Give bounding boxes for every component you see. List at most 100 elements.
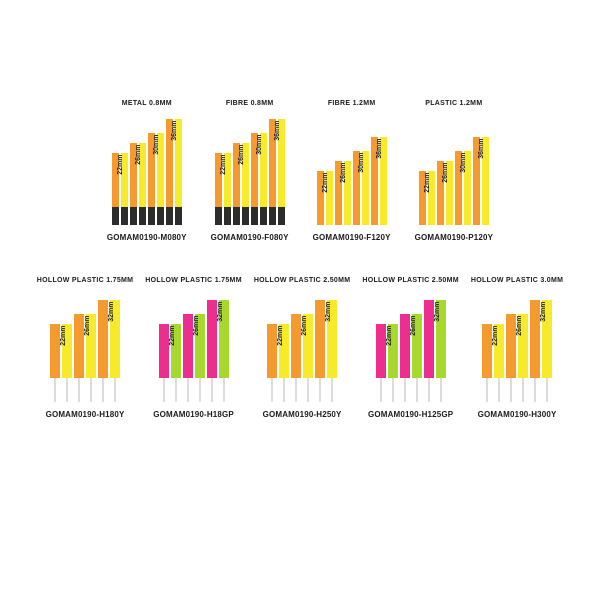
length-label: 30mm [153, 135, 160, 155]
bar-base [54, 378, 56, 402]
bar: 30mm [157, 110, 164, 225]
length-label: 30mm [358, 153, 365, 173]
bar [148, 110, 155, 225]
bar-base [522, 378, 524, 402]
bar-shaft [159, 324, 169, 378]
length-label: 30mm [256, 135, 263, 155]
bar-base [66, 378, 68, 402]
bar-base [242, 207, 249, 225]
cluster: HOLLOW PLASTIC 1.75MM22mm26mm32mmGOMAM01… [145, 277, 242, 419]
bar [530, 287, 540, 402]
length-label: 26mm [442, 163, 449, 183]
bar-base [233, 207, 240, 225]
bar-base [416, 378, 418, 402]
bar-body [183, 314, 193, 402]
bar-base [102, 378, 104, 402]
bar [473, 110, 480, 225]
bar-shaft [315, 300, 325, 378]
length-label: 26mm [84, 316, 91, 336]
bar [376, 287, 386, 402]
bar-group: 22mm26mm30mm36mm [316, 110, 388, 225]
length-label: 26mm [238, 145, 245, 165]
bar-base [486, 378, 488, 402]
bar-base [428, 378, 430, 402]
bar: 22mm [121, 110, 128, 225]
bar-base [251, 207, 258, 225]
cluster-title: FIBRE 1.2MM [328, 100, 376, 107]
bar [400, 287, 410, 402]
bar-group: 22mm26mm30mm36mm [418, 110, 490, 225]
bar-base [295, 378, 297, 402]
bar-body [207, 300, 217, 402]
bar: 22mm [494, 287, 504, 402]
bar [233, 110, 240, 225]
length-label: 36mm [274, 121, 281, 141]
bar [506, 287, 516, 402]
bar-base [271, 378, 273, 402]
length-label: 36mm [376, 139, 383, 159]
bar-shaft [207, 300, 217, 378]
bar: 26mm [518, 287, 528, 402]
bar: 36mm [380, 110, 387, 225]
cluster: HOLLOW PLASTIC 1.75MM22mm26mm32mmGOMAM01… [37, 277, 134, 419]
length-label: 32mm [325, 302, 332, 322]
bar [50, 287, 60, 402]
bar-shaft [291, 314, 301, 378]
bar: 32mm [219, 287, 229, 402]
bar-base [269, 207, 276, 225]
bar [207, 287, 217, 402]
sku-label: GOMAM0190-H250Y [263, 410, 342, 419]
bar-base [148, 207, 155, 225]
bar-body [400, 314, 410, 402]
bar-body [267, 324, 277, 402]
bar-body [424, 300, 434, 402]
bar-base [187, 378, 189, 402]
cluster: METAL 0.8MM22mm26mm30mm36mmGOMAM0190-M08… [107, 100, 187, 242]
bar [98, 287, 108, 402]
cluster-title: PLASTIC 1.2MM [425, 100, 482, 107]
bar-group: 22mm26mm32mm [266, 287, 338, 402]
bar-base [331, 378, 333, 402]
bar-group: 22mm26mm32mm [49, 287, 121, 402]
bar-shaft [424, 300, 434, 378]
bar [419, 110, 426, 225]
bar: 26mm [446, 110, 453, 225]
bar-base [498, 378, 500, 402]
bar-shaft [376, 324, 386, 378]
cluster-title: HOLLOW PLASTIC 3.0MM [471, 277, 563, 284]
bar-base [163, 378, 165, 402]
bar [251, 110, 258, 225]
bar-base [510, 378, 512, 402]
bar [130, 110, 137, 225]
bar: 22mm [279, 287, 289, 402]
bar: 30mm [362, 110, 369, 225]
length-label: 32mm [434, 302, 441, 322]
bar-base [534, 378, 536, 402]
bar [371, 110, 378, 225]
length-label: 22mm [220, 155, 227, 175]
bar: 22mm [326, 110, 333, 225]
length-label: 22mm [117, 155, 124, 175]
length-label: 22mm [60, 326, 67, 346]
bar: 22mm [62, 287, 72, 402]
cluster: HOLLOW PLASTIC 3.0MM22mm26mm32mmGOMAM019… [471, 277, 563, 419]
sku-label: GOMAM0190-F120Y [313, 233, 391, 242]
bar-shaft [183, 314, 193, 378]
bar-group: 22mm26mm32mm [158, 287, 230, 402]
length-label: 26mm [516, 316, 523, 336]
bar-body [159, 324, 169, 402]
sku-label: GOMAM0190-H125GP [368, 410, 453, 419]
length-label: 22mm [386, 326, 393, 346]
bar: 22mm [224, 110, 231, 225]
cluster-title: FIBRE 0.8MM [226, 100, 274, 107]
bar: 22mm [388, 287, 398, 402]
bar-body [291, 314, 301, 402]
bar: 26mm [139, 110, 146, 225]
bar: 36mm [175, 110, 182, 225]
bar-base [130, 207, 137, 225]
bar-group: 22mm26mm32mm [375, 287, 447, 402]
bar-base [380, 378, 382, 402]
bar [291, 287, 301, 402]
bar-base [90, 378, 92, 402]
bar-base [199, 378, 201, 402]
